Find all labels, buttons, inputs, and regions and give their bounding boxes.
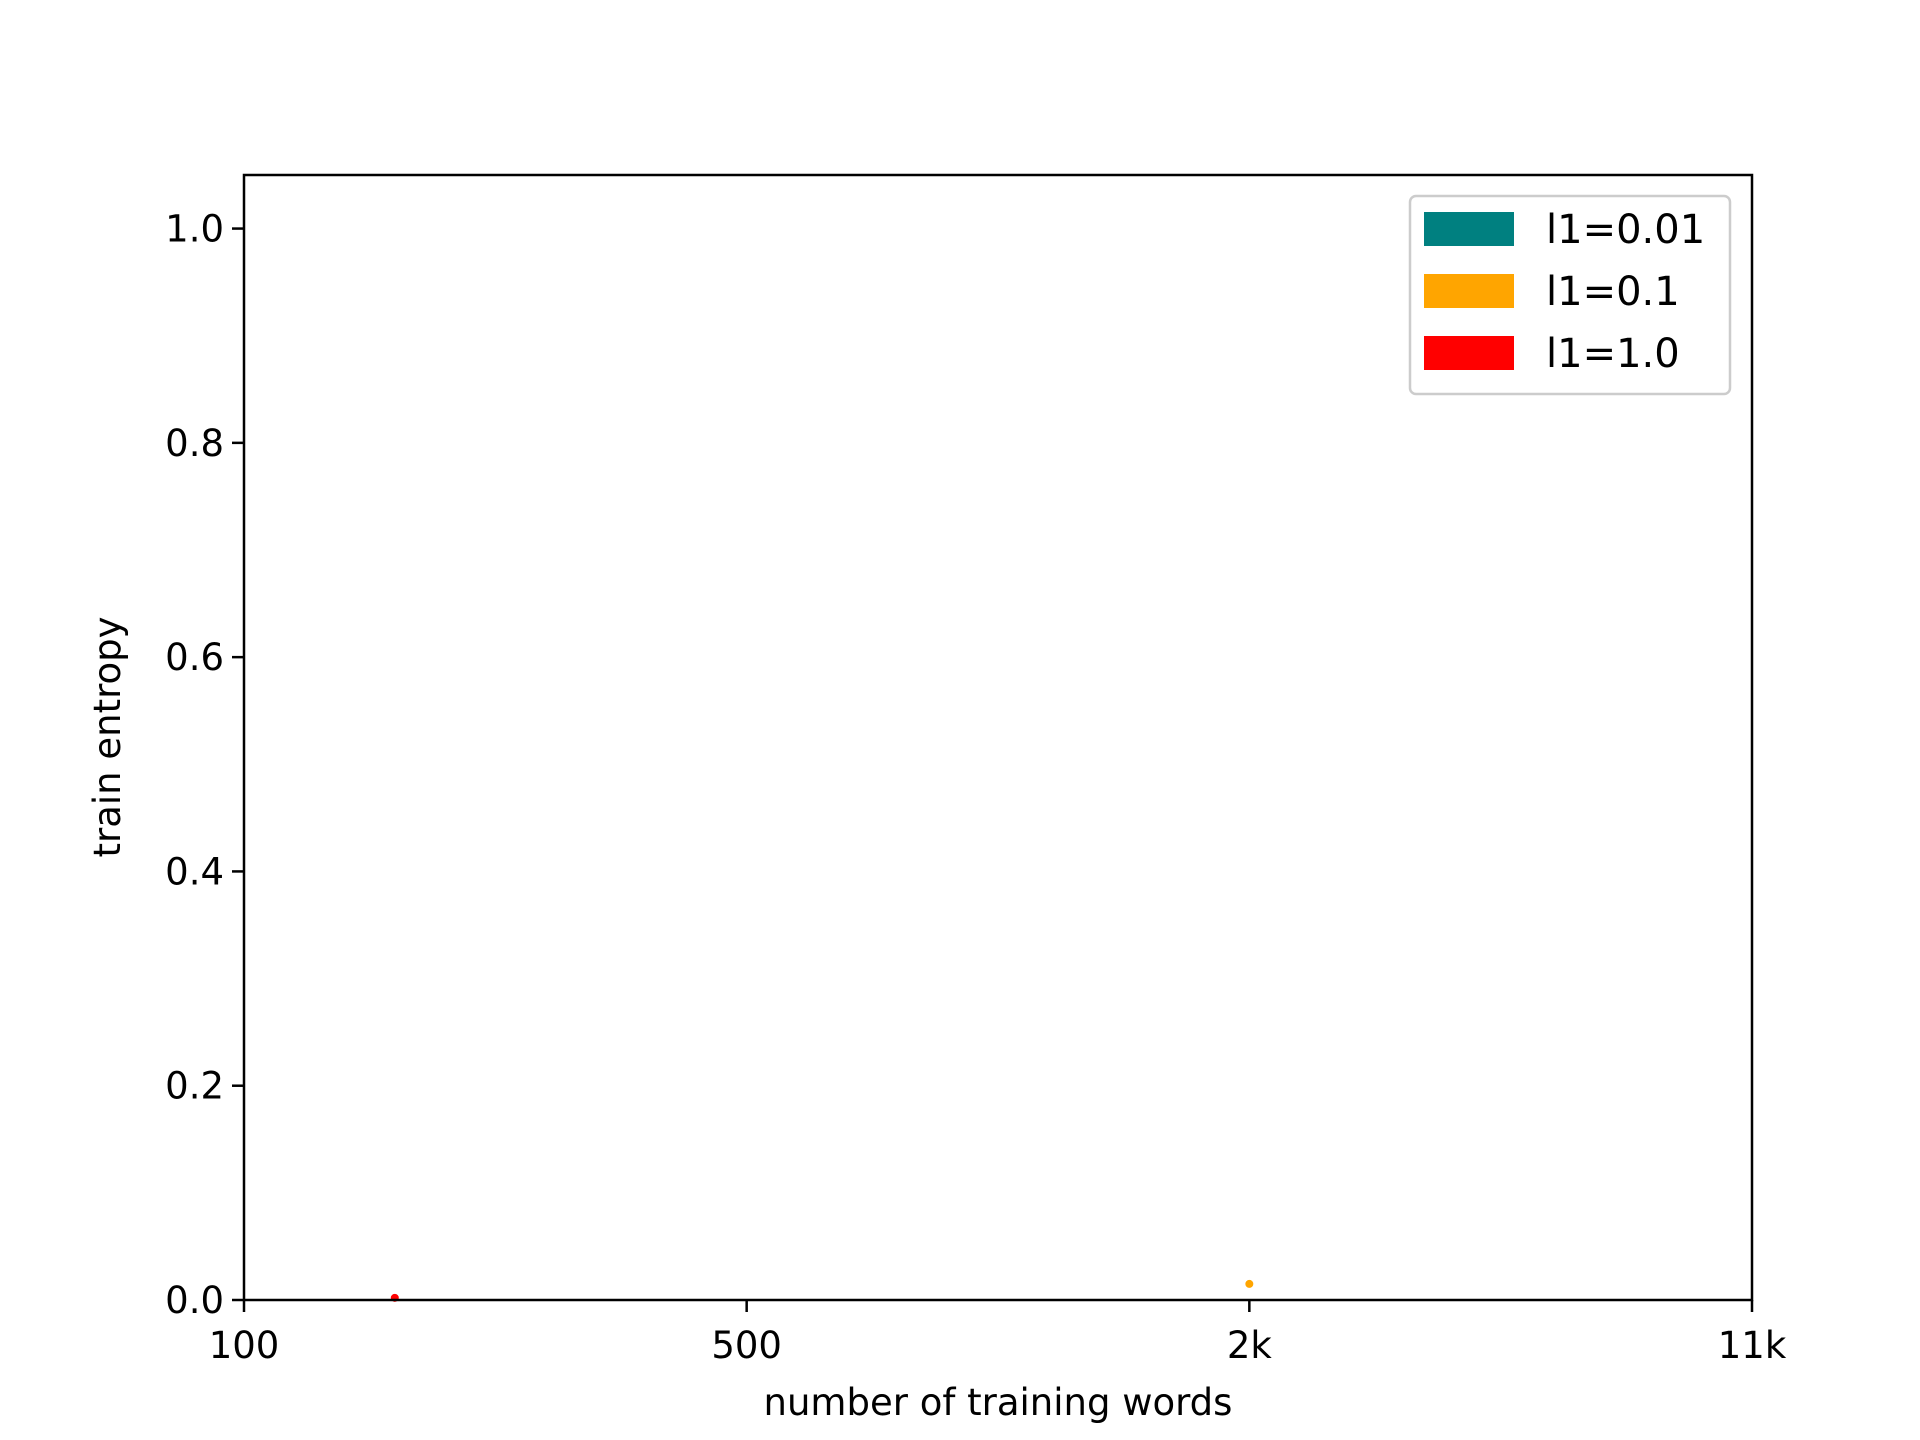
legend: l1=0.01 l1=0.1 l1=1.0	[1408, 194, 1732, 396]
legend-swatch	[1424, 274, 1514, 308]
x-tick-label: 100	[209, 1324, 280, 1367]
x-tick-label: 500	[711, 1324, 782, 1367]
x-axis: 100 500 2k 11k	[209, 1300, 1787, 1367]
y-tick-label: 0.2	[165, 1065, 224, 1108]
legend-label: l1=0.01	[1546, 207, 1705, 253]
y-axis: 0.0 0.2 0.4 0.6 0.8 1.0	[165, 208, 244, 1322]
y-axis-title: train entropy	[86, 616, 129, 857]
legend-label: l1=0.1	[1546, 269, 1680, 315]
y-tick-label: 0.6	[165, 636, 224, 679]
axes-frame	[242, 173, 1754, 1302]
y-tick-label: 0.4	[165, 850, 224, 893]
x-tick-label: 11k	[1718, 1324, 1787, 1367]
x-axis-title: number of training words	[764, 1381, 1233, 1424]
x-tick-label: 2k	[1227, 1324, 1273, 1367]
plot-area	[390, 1279, 1254, 1302]
legend-swatch	[1424, 336, 1514, 370]
data-point	[1245, 1279, 1254, 1288]
legend-label: l1=1.0	[1546, 331, 1680, 377]
y-tick-label: 0.0	[165, 1279, 224, 1322]
legend-swatch	[1424, 212, 1514, 246]
y-tick-label: 1.0	[165, 208, 224, 251]
y-tick-label: 0.8	[165, 422, 224, 465]
